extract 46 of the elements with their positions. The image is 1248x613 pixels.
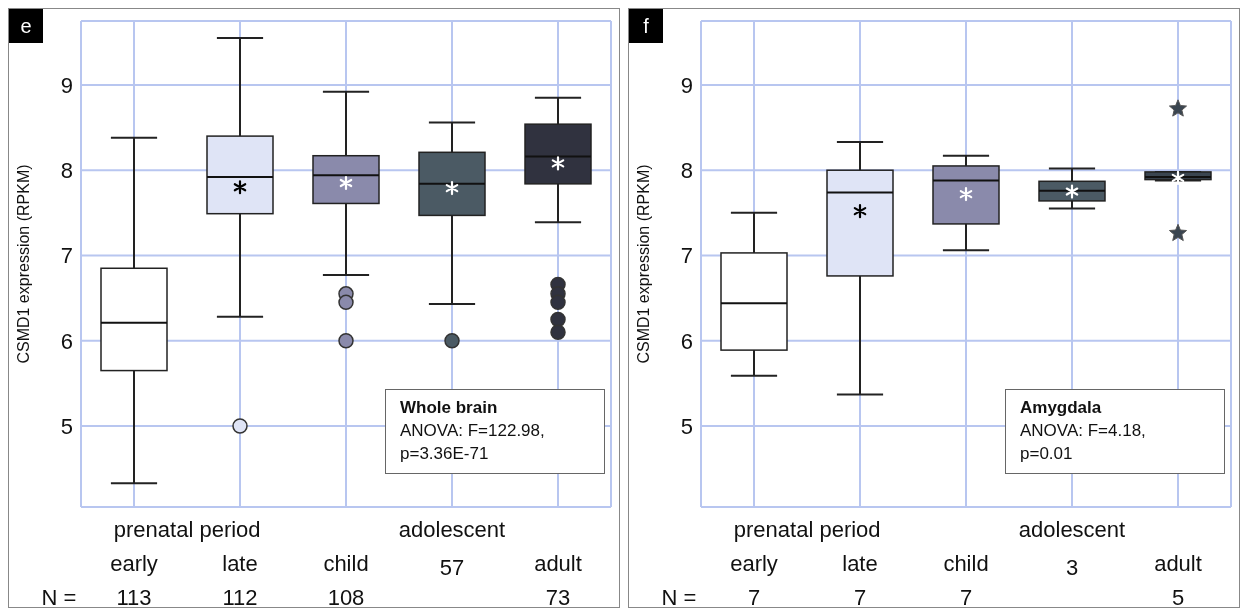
text: 57 [439,555,465,580]
text: N = [41,585,77,610]
note-box: Whole brain ANOVA: F=122.98, p=3.36E-71 [385,389,605,474]
text: 7 [959,585,973,610]
text: prenatal period [733,517,881,542]
note-box: Amygdala ANOVA: F=4.18, p=0.01 [1005,389,1225,474]
text: 108 [327,585,365,610]
y-tick-label: 6 [60,328,73,354]
text: 112 [222,585,258,610]
annotation: Whole brain [400,397,499,419]
x-tick-label: adult [534,551,582,576]
x-tick-label: child [323,551,369,576]
x-tick-label: early [110,551,158,576]
text: 3 [1065,555,1079,580]
chart-title: f [629,9,663,43]
annotation: ANOVA: F=122.98, [400,420,546,442]
y-tick-label: 9 [60,72,73,98]
y-tick-label: 9 [680,72,693,98]
text: 7 [853,585,867,610]
annotation: ANOVA: F=4.18, [1020,420,1147,442]
text: 5 [1171,585,1185,610]
x-tick-label: adult [1154,551,1202,576]
y-tick-label: 5 [60,413,73,439]
annotation: p=0.01 [1020,443,1074,465]
y-tick-label: 6 [680,328,693,354]
x-tick-label: adolescent [398,517,506,542]
annotation: p=3.36E-71 [400,443,490,465]
text: 113 [116,585,152,610]
y-axis-title: CSMD1 expression (RPKM) [634,164,652,364]
x-tick-label: late [842,551,878,576]
x-tick-label: child [943,551,989,576]
annotation: Amygdala [1020,397,1103,419]
y-axis-title: CSMD1 expression (RPKM) [14,164,32,364]
text: 73 [545,585,571,610]
x-tick-label: adolescent [1018,517,1126,542]
x-tick-label: early [730,551,778,576]
x-tick-label: late [222,551,258,576]
text: 7 [747,585,761,610]
y-tick-label: 8 [60,158,73,184]
y-tick-label: 5 [680,413,693,439]
y-tick-label: 7 [60,243,73,269]
y-tick-label: 7 [680,243,693,269]
text: prenatal period [113,517,261,542]
chart-title: e [9,9,43,43]
y-tick-label: 8 [680,158,693,184]
text: N = [661,585,697,610]
